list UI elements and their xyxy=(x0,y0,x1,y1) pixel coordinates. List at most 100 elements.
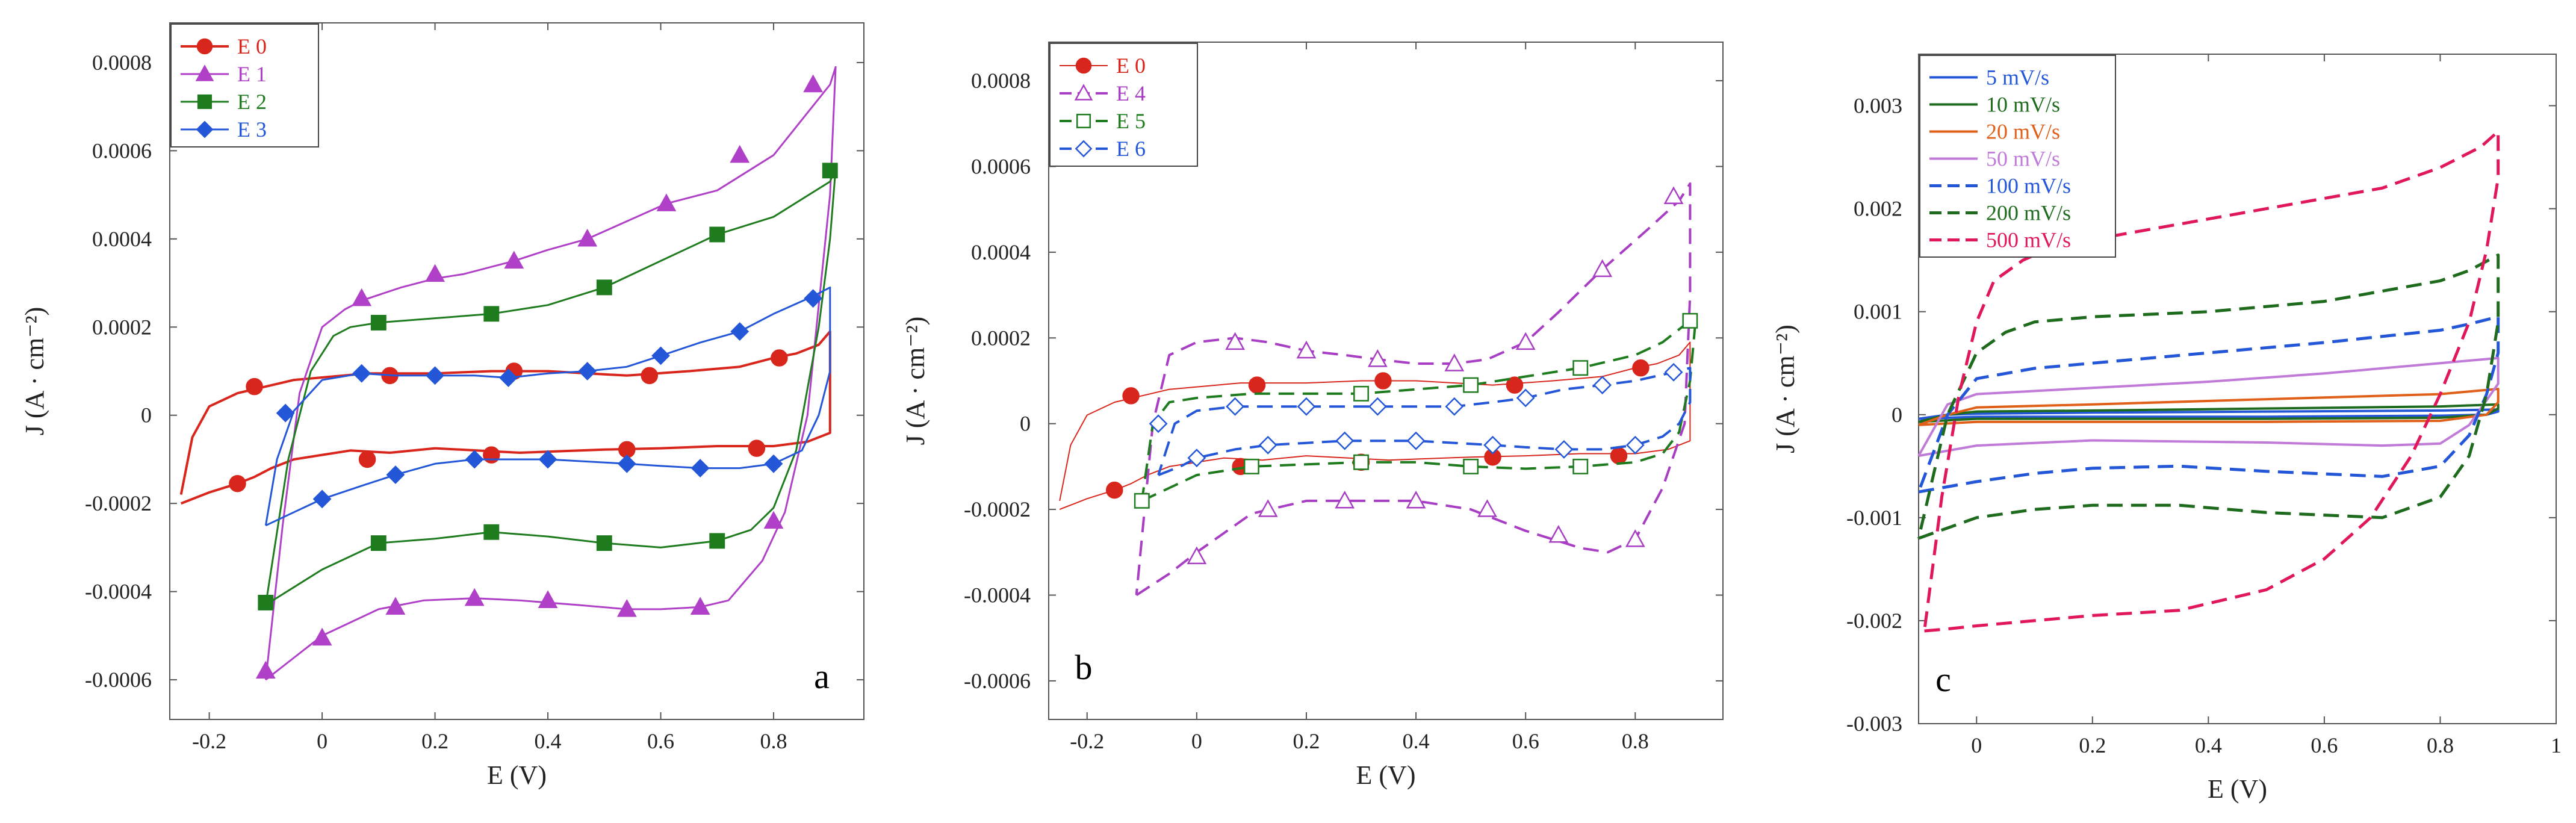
series-marker-1 xyxy=(255,660,276,679)
series-marker-1 xyxy=(1477,499,1497,517)
series-marker-1 xyxy=(1663,186,1684,205)
series-marker-1 xyxy=(763,511,784,529)
series-marker-2 xyxy=(1134,492,1150,509)
plot-frame xyxy=(1048,42,1724,720)
series-marker-1 xyxy=(504,250,524,269)
series-marker-3 xyxy=(499,368,518,387)
y-tick-label: 0.002 xyxy=(1854,197,1902,221)
series-marker-2 xyxy=(1463,377,1479,393)
series-marker-3 xyxy=(764,454,783,473)
series-marker-2 xyxy=(1463,458,1479,474)
x-tick-label: 0.2 xyxy=(1293,729,1320,753)
x-tick-label: 0 xyxy=(1191,729,1202,753)
series-marker-0 xyxy=(1122,387,1140,405)
series-marker-1 xyxy=(385,597,406,615)
x-tick-label: 0.4 xyxy=(1403,729,1430,753)
y-tick-label: -0.0006 xyxy=(964,669,1031,693)
series-marker-3 xyxy=(1554,440,1574,459)
x-tick-label: 0 xyxy=(1971,733,1982,757)
series-marker-1 xyxy=(1335,490,1355,509)
series-marker-3 xyxy=(276,403,295,423)
legend-marker-3 xyxy=(196,120,214,138)
series-marker-1 xyxy=(464,588,485,606)
series-marker-1 xyxy=(1515,332,1536,350)
series-marker-2 xyxy=(370,535,386,551)
x-tick-label: -0.2 xyxy=(1070,729,1104,753)
series-marker-1 xyxy=(1258,499,1278,517)
plot-frame xyxy=(169,22,864,720)
y-tick-label: 0 xyxy=(1892,403,1902,427)
series-marker-3 xyxy=(1593,376,1612,395)
series-marker-3 xyxy=(1297,397,1316,416)
panel-b-chart: -0.2 0 0.2 0.4 0.6 0.8 -0.0006 -0.0004 -0.0002 0 0… xyxy=(901,42,1724,790)
y-tick-label: 0.0008 xyxy=(971,69,1031,93)
series-marker-3 xyxy=(578,362,597,380)
series-line-3 xyxy=(1157,367,1692,476)
legend-label-2: 20 mV/s xyxy=(1986,120,2060,144)
series-marker-2 xyxy=(483,524,500,540)
y-tick-label: -0.003 xyxy=(1846,712,1902,736)
y-axis-label: J (A · cm⁻²) xyxy=(1771,325,1800,453)
series-marker-3 xyxy=(426,366,444,385)
series-marker-2 xyxy=(1353,385,1369,402)
series-marker-1 xyxy=(1367,349,1388,367)
series-marker-2 xyxy=(822,163,838,179)
legend-label-4: 100 mV/s xyxy=(1986,174,2071,198)
series-marker-3 xyxy=(1625,435,1645,455)
series-marker-2 xyxy=(1572,360,1589,376)
series-marker-0 xyxy=(1248,376,1266,394)
series-marker-1 xyxy=(690,597,710,615)
y-tick-label: 0.0006 xyxy=(92,138,152,163)
x-tick-label: 0.8 xyxy=(760,729,787,753)
x-tick-label: 0.6 xyxy=(647,729,674,753)
series-marker-1 xyxy=(1296,340,1317,359)
series-marker-3 xyxy=(312,489,332,509)
panel-label: a xyxy=(814,657,830,696)
series-marker-3 xyxy=(465,450,484,469)
x-tick-label: 0.4 xyxy=(2195,733,2222,757)
y-tick-label: 0.003 xyxy=(1854,94,1902,118)
series-line-1 xyxy=(1918,403,2500,423)
series-marker-1 xyxy=(425,264,445,282)
series-marker-0 xyxy=(229,474,246,492)
series-marker-3 xyxy=(1406,431,1426,450)
series-marker-2 xyxy=(1243,458,1259,474)
y-tick-label: -0.0006 xyxy=(85,668,152,692)
y-tick-label: 0 xyxy=(141,403,152,427)
series-marker-1 xyxy=(803,74,824,93)
series-marker-3 xyxy=(1187,449,1206,468)
series-marker-1 xyxy=(1187,546,1207,565)
legend-label-1: E 1 xyxy=(237,62,267,86)
panel-label: c xyxy=(1935,660,1951,699)
series-marker-3 xyxy=(538,450,557,469)
legend-box xyxy=(1049,43,1198,167)
legend-label-0: E 0 xyxy=(1116,54,1146,78)
x-axis-label: E (V) xyxy=(2208,774,2267,804)
y-axis-label: J (A · cm⁻²) xyxy=(20,307,49,436)
series-marker-1 xyxy=(730,144,750,163)
series-marker-1 xyxy=(312,627,332,646)
y-tick-label: 0.0002 xyxy=(92,315,152,339)
series-marker-2 xyxy=(370,314,386,331)
series-line-3 xyxy=(1917,356,2500,458)
series-marker-3 xyxy=(651,346,670,365)
series-marker-0 xyxy=(641,367,659,385)
x-tick-label: 0.2 xyxy=(2079,733,2106,757)
x-tick-label: 0 xyxy=(317,729,327,753)
series-marker-2 xyxy=(1572,458,1589,474)
series-marker-1 xyxy=(538,590,558,608)
series-marker-0 xyxy=(1610,447,1628,465)
series-line-4 xyxy=(1917,315,2500,494)
series-marker-2 xyxy=(1682,312,1698,329)
y-axis-label: J (A · cm⁻²) xyxy=(901,317,930,446)
legend-marker-2 xyxy=(197,94,213,110)
y-tick-label: 0.0008 xyxy=(92,51,152,75)
legend-label-2: E 2 xyxy=(237,90,267,114)
y-tick-label: -0.001 xyxy=(1846,506,1902,530)
x-tick-label: 0.2 xyxy=(421,729,448,753)
series-marker-2 xyxy=(709,226,725,243)
series-marker-2 xyxy=(596,279,612,296)
legend-label-0: E 0 xyxy=(237,34,267,58)
x-tick-label: 0.8 xyxy=(1622,729,1649,753)
series-marker-0 xyxy=(1632,359,1650,377)
